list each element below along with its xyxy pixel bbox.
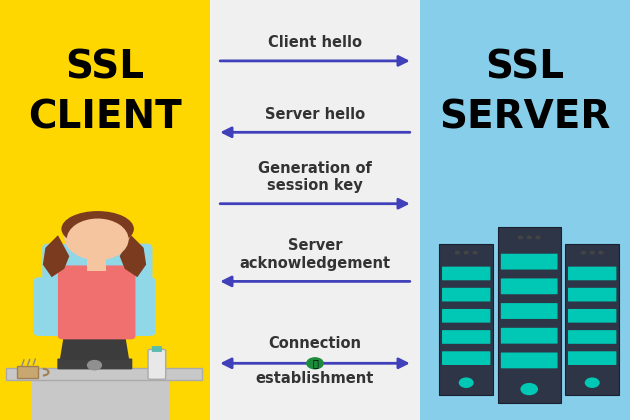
FancyBboxPatch shape [501, 352, 558, 368]
Circle shape [307, 358, 323, 369]
FancyBboxPatch shape [566, 244, 619, 395]
FancyBboxPatch shape [6, 368, 202, 380]
FancyBboxPatch shape [501, 254, 558, 270]
Text: Server
acknowledgement: Server acknowledgement [239, 239, 391, 271]
FancyBboxPatch shape [112, 277, 156, 336]
Circle shape [67, 219, 128, 260]
FancyBboxPatch shape [442, 288, 490, 302]
Circle shape [527, 236, 531, 239]
FancyBboxPatch shape [442, 330, 490, 344]
FancyBboxPatch shape [440, 244, 493, 395]
FancyBboxPatch shape [148, 349, 166, 379]
Circle shape [65, 215, 130, 259]
Circle shape [518, 236, 522, 239]
Text: Generation of
session key: Generation of session key [258, 161, 372, 193]
Circle shape [464, 252, 468, 254]
Text: SSL: SSL [66, 48, 145, 86]
FancyBboxPatch shape [501, 278, 558, 294]
Text: SSL: SSL [485, 48, 564, 86]
FancyBboxPatch shape [58, 265, 135, 339]
FancyBboxPatch shape [0, 0, 210, 420]
FancyBboxPatch shape [420, 0, 630, 420]
FancyBboxPatch shape [442, 267, 490, 280]
FancyBboxPatch shape [152, 346, 162, 352]
FancyBboxPatch shape [568, 351, 616, 365]
FancyBboxPatch shape [87, 259, 106, 271]
Circle shape [455, 252, 459, 254]
Circle shape [581, 252, 585, 254]
Circle shape [473, 252, 477, 254]
Ellipse shape [585, 378, 600, 388]
FancyBboxPatch shape [568, 330, 616, 344]
Ellipse shape [459, 378, 474, 388]
Circle shape [88, 360, 101, 370]
FancyBboxPatch shape [568, 309, 616, 323]
Polygon shape [120, 235, 146, 277]
FancyBboxPatch shape [17, 366, 38, 378]
Text: Client hello: Client hello [268, 35, 362, 50]
FancyBboxPatch shape [568, 267, 616, 280]
FancyBboxPatch shape [442, 309, 490, 323]
Circle shape [599, 252, 603, 254]
Polygon shape [60, 321, 129, 360]
Text: Connection: Connection [268, 336, 362, 351]
FancyBboxPatch shape [501, 303, 558, 319]
Circle shape [536, 236, 540, 239]
FancyBboxPatch shape [498, 227, 561, 403]
Text: 🔒: 🔒 [312, 358, 318, 368]
Text: Server hello: Server hello [265, 107, 365, 122]
Ellipse shape [62, 211, 134, 247]
Ellipse shape [520, 383, 538, 395]
FancyBboxPatch shape [33, 277, 77, 336]
FancyBboxPatch shape [42, 244, 152, 332]
Polygon shape [43, 235, 69, 277]
Text: establishment: establishment [256, 371, 374, 386]
FancyBboxPatch shape [32, 379, 170, 420]
FancyBboxPatch shape [210, 0, 420, 420]
FancyBboxPatch shape [568, 288, 616, 302]
FancyBboxPatch shape [501, 328, 558, 344]
FancyBboxPatch shape [57, 359, 132, 370]
FancyBboxPatch shape [442, 351, 490, 365]
Circle shape [590, 252, 594, 254]
Text: SERVER: SERVER [439, 99, 610, 136]
Text: CLIENT: CLIENT [28, 99, 182, 136]
